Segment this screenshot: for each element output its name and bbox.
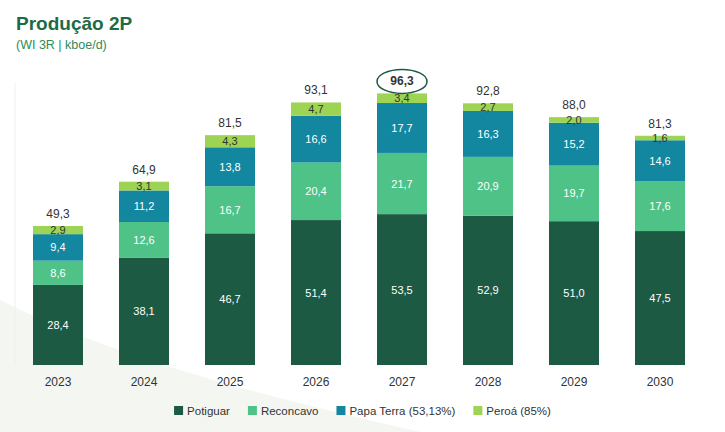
bar-segment xyxy=(291,116,341,163)
bar-segment xyxy=(33,261,83,285)
bar-segment xyxy=(463,157,513,216)
bar-segment xyxy=(205,135,255,147)
bar-segment xyxy=(635,140,685,181)
bar-segment xyxy=(291,163,341,221)
bar-segment xyxy=(291,102,341,115)
legend-label: Papa Terra (53,13%) xyxy=(349,405,455,417)
x-tick-label: 2030 xyxy=(647,375,674,389)
data-label: 20,9 xyxy=(477,180,498,192)
x-tick-label: 2027 xyxy=(389,375,416,389)
legend-label: Peroá (85%) xyxy=(486,405,551,417)
data-label: 47,5 xyxy=(649,292,670,304)
bar-segment xyxy=(205,147,255,186)
data-label: 21,7 xyxy=(391,178,412,190)
data-label: 8,6 xyxy=(50,267,65,279)
data-label: 53,5 xyxy=(391,284,412,296)
x-tick-label: 2024 xyxy=(131,375,158,389)
data-label: 13,8 xyxy=(219,161,240,173)
data-label: 2,0 xyxy=(566,114,581,126)
data-label: 1,6 xyxy=(652,132,667,144)
total-label: 88,0 xyxy=(562,98,586,112)
legend-label: Reconcavo xyxy=(261,405,319,417)
bar-segment xyxy=(463,111,513,157)
total-label: 92,8 xyxy=(476,84,500,98)
bar-segment xyxy=(205,186,255,233)
legend-swatch xyxy=(473,406,482,415)
bar-segment xyxy=(205,233,255,365)
data-label: 52,9 xyxy=(477,284,498,296)
data-label: 2,7 xyxy=(480,101,495,113)
bar-segment xyxy=(291,220,341,365)
total-label: 93,1 xyxy=(304,83,328,97)
data-label: 3,1 xyxy=(136,180,151,192)
bar-segment xyxy=(377,103,427,153)
bar-segment xyxy=(33,234,83,261)
legend: Potiguar Reconcavo Papa Terra (53,13%) Pero… xyxy=(174,405,551,417)
bar-segment xyxy=(549,166,599,222)
title: Produção 2P xyxy=(16,13,132,34)
subtitle: (WI 3R | kboe/d) xyxy=(16,38,107,52)
bar-segment xyxy=(119,258,169,365)
x-tick-label: 2026 xyxy=(303,375,330,389)
data-label: 51,0 xyxy=(563,287,584,299)
bar-segment xyxy=(635,231,685,365)
data-label: 4,7 xyxy=(308,103,323,115)
data-label: 14,6 xyxy=(649,155,670,167)
data-label: 9,4 xyxy=(50,241,65,253)
data-label: 20,4 xyxy=(305,185,326,197)
bars xyxy=(33,93,685,365)
bar-segment xyxy=(635,181,685,231)
legend-swatch xyxy=(336,406,345,415)
x-tick-label: 2028 xyxy=(475,375,502,389)
data-label: 28,4 xyxy=(47,319,68,331)
total-label: 64,9 xyxy=(132,163,156,177)
bar-segment xyxy=(119,190,169,222)
bar-segment xyxy=(377,214,427,365)
x-tick-label: 2025 xyxy=(217,375,244,389)
data-label: 4,3 xyxy=(222,135,237,147)
data-label: 2,9 xyxy=(50,224,65,236)
total-label: 96,3 xyxy=(390,74,414,88)
data-label: 15,2 xyxy=(563,138,584,150)
data-label: 51,4 xyxy=(305,287,326,299)
total-label: 81,3 xyxy=(648,117,672,131)
data-label: 11,2 xyxy=(134,200,155,212)
data-label: 16,6 xyxy=(305,133,326,145)
total-label: 49,3 xyxy=(46,207,70,221)
bar-segment xyxy=(549,123,599,166)
total-label: 81,5 xyxy=(218,116,242,130)
bar-segment xyxy=(119,222,169,258)
highlight-ellipse xyxy=(377,69,427,93)
data-label: 16,3 xyxy=(477,128,498,140)
data-label: 17,6 xyxy=(649,200,670,212)
data-labels: 28,4 8,6 9,4 2,9 38,1 12,6 11,2 3,1 46,7 16,7 13,8… xyxy=(47,92,670,331)
bar-segment xyxy=(463,216,513,365)
data-label: 38,1 xyxy=(133,305,154,317)
x-tick-label: 2023 xyxy=(45,375,72,389)
data-label: 19,7 xyxy=(563,187,584,199)
legend-swatch xyxy=(248,406,257,415)
bar-segment xyxy=(33,285,83,365)
data-label: 17,7 xyxy=(391,122,412,134)
data-label: 16,7 xyxy=(219,204,240,216)
data-label: 46,7 xyxy=(219,293,240,305)
bar-segment xyxy=(377,153,427,214)
bar-segment xyxy=(549,221,599,365)
legend-label: Potiguar xyxy=(187,405,230,417)
data-label: 12,6 xyxy=(133,234,154,246)
chart: Produção 2P (WI 3R | kboe/d) 28,4 8,6 9,4 2,9… xyxy=(0,0,725,432)
legend-swatch xyxy=(174,406,183,415)
y-axis-line xyxy=(15,83,16,365)
x-tick-label: 2029 xyxy=(561,375,588,389)
